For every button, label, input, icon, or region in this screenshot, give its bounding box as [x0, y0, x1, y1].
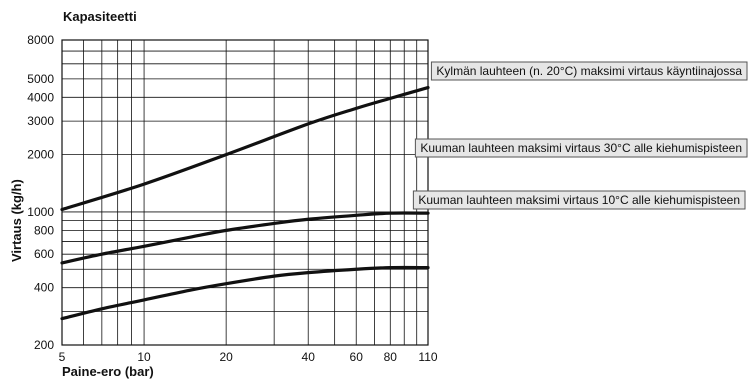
y-tick-labels: 200 400 600 800 1000 2000 3000 4000 5000 8000 — [27, 33, 54, 352]
label-box — [414, 138, 748, 158]
curve-cold-condensate — [60, 85, 430, 212]
label-hot-condensate-30c: Kuuman lauhteen maksimi virtaus 30°C all… — [414, 138, 748, 158]
x-tick-label: 80 — [384, 350, 398, 364]
x-tick-label: 110 — [418, 350, 437, 364]
x-tick-label: 60 — [350, 350, 364, 364]
y-tick-label: 5000 — [27, 72, 54, 86]
label-text: Kylmän lauhteen (n. 20°C) maksimi virtau… — [436, 64, 742, 78]
label-text: Kuuman lauhteen maksimi virtaus 10°C all… — [418, 193, 740, 207]
x-axis-label: Paine-ero (bar) — [62, 364, 154, 379]
y-tick-label: 2000 — [27, 148, 54, 162]
curve-hot-condensate-30c — [60, 211, 430, 265]
label-box — [412, 190, 746, 210]
curve-hot-condensate-10c — [60, 265, 430, 321]
y-tick-label: 3000 — [27, 114, 54, 128]
y-tick-label: 600 — [34, 247, 54, 261]
x-tick-label: 10 — [137, 350, 151, 364]
y-tick-label: 8000 — [27, 33, 54, 47]
y-tick-label: 800 — [34, 223, 54, 237]
y-tick-label: 200 — [34, 338, 54, 352]
x-tick-labels: 5 10 20 40 60 80 110 — [59, 350, 438, 364]
x-tick-label: 5 — [59, 350, 66, 364]
y-tick-label: 1000 — [27, 205, 54, 219]
y-tick-label: 4000 — [27, 90, 54, 104]
y-tick-label: 400 — [34, 281, 54, 295]
grid — [61, 39, 429, 346]
series-labels: Kylmän lauhteen (n. 20°C) maksimi virtau… — [412, 61, 748, 210]
x-tick-label: 20 — [219, 350, 233, 364]
chart-title: Kapasiteetti — [63, 9, 137, 24]
label-box — [430, 61, 748, 81]
label-cold-condensate: Kylmän lauhteen (n. 20°C) maksimi virtau… — [430, 61, 748, 81]
x-tick-label: 40 — [302, 350, 316, 364]
y-axis-label: Virtaus (kg/h) — [9, 179, 24, 262]
label-text: Kuuman lauhteen maksimi virtaus 30°C all… — [420, 141, 742, 155]
data-curves — [60, 85, 430, 321]
label-hot-condensate-10c: Kuuman lauhteen maksimi virtaus 10°C all… — [412, 190, 746, 210]
